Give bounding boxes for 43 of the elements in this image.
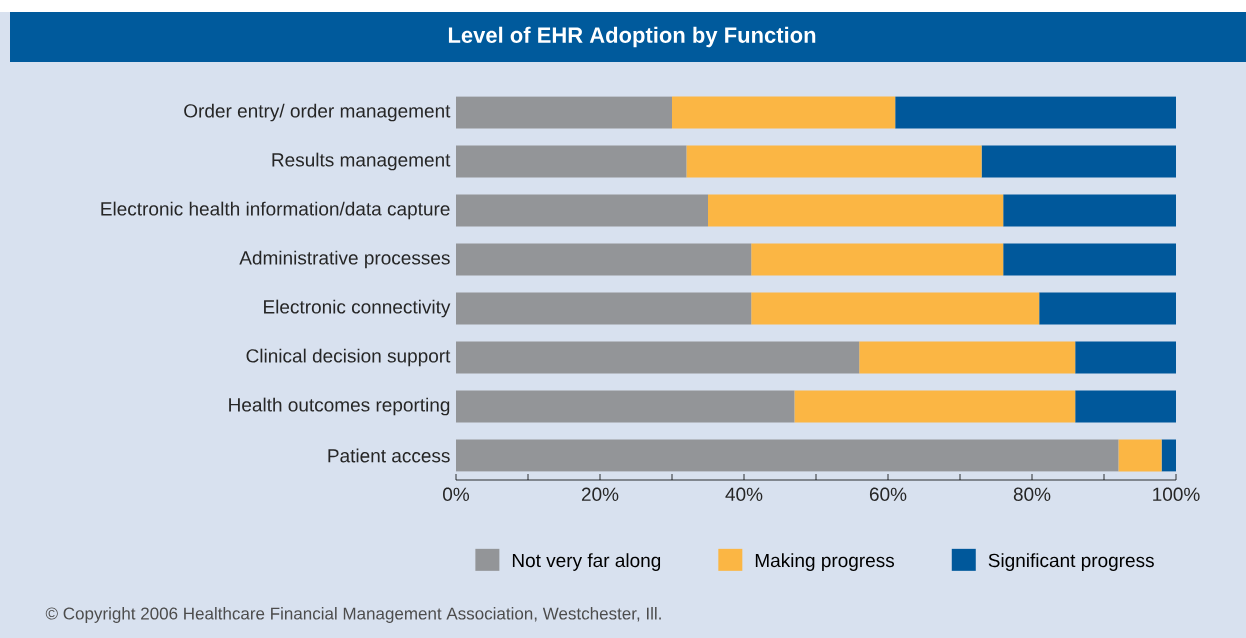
bar — [794, 390, 1076, 423]
bar — [751, 243, 1004, 276]
bar — [456, 292, 752, 325]
y-tick-label: Electronic connectivity — [264, 299, 451, 318]
y-tick-label: Clinical decision support — [246, 348, 451, 367]
bar — [751, 292, 1040, 325]
x-tick-label: 40% — [725, 487, 763, 501]
chart-title: Level of EHR Adoption by Function — [448, 26, 816, 48]
bar — [672, 96, 896, 129]
bar — [895, 96, 1177, 129]
legend-label: Significant progress — [988, 553, 1154, 571]
bar — [859, 341, 1076, 374]
bar — [1075, 390, 1177, 423]
bar — [1003, 243, 1177, 276]
x-tick-label: 60% — [869, 487, 907, 501]
bar — [456, 96, 673, 129]
bar — [456, 439, 1119, 472]
bar — [456, 145, 687, 178]
bar — [708, 194, 1004, 227]
bar — [1118, 439, 1162, 472]
text: © Copyright 2006 Healthcare Financial Management Association, Westchester, Ill. — [45, 607, 661, 623]
bar — [686, 145, 982, 178]
y-tick-label: Results management — [272, 152, 451, 171]
y-tick-label: Order entry/ order management — [184, 103, 451, 122]
bar — [1075, 341, 1177, 374]
x-tick-label: 80% — [1013, 487, 1051, 501]
bar — [456, 194, 709, 227]
x-tick-label: 20% — [581, 487, 619, 501]
bar — [456, 341, 860, 374]
legend-label: Making progress — [755, 553, 895, 571]
y-tick-label: Patient access — [328, 448, 450, 463]
bar — [1161, 439, 1177, 472]
bar — [456, 390, 795, 423]
y-tick-label: Administrative processes — [239, 250, 450, 269]
y-tick-label: Electronic health information/data capture — [101, 201, 450, 220]
bar — [456, 243, 752, 276]
bar — [1003, 194, 1177, 227]
bar — [981, 145, 1177, 178]
x-tick-label: 0% — [443, 487, 470, 501]
legend-label: Not very far along — [512, 553, 661, 571]
y-tick-label: Health outcomes reporting — [229, 397, 450, 416]
x-tick-label: 100% — [1153, 487, 1200, 501]
bar — [1039, 292, 1177, 325]
